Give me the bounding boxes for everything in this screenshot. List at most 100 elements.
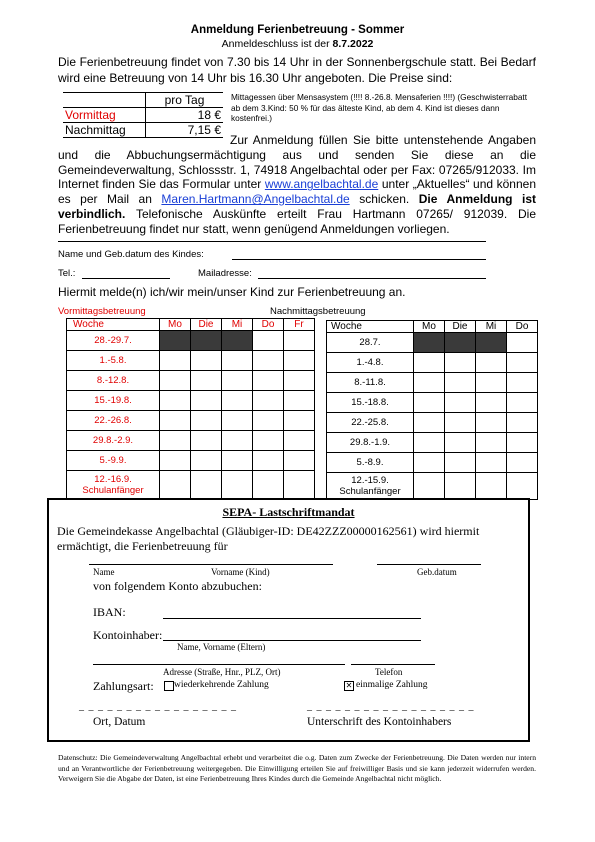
day-cell[interactable] xyxy=(221,450,253,471)
day-cell[interactable] xyxy=(159,450,191,471)
day-cell[interactable] xyxy=(475,472,507,500)
day-cell[interactable] xyxy=(506,432,538,453)
phone-caption: Telefon xyxy=(375,667,403,677)
address-field[interactable] xyxy=(93,664,345,665)
day-cell[interactable] xyxy=(444,352,476,373)
day-cell[interactable] xyxy=(413,372,445,393)
day-cell[interactable] xyxy=(283,410,315,431)
day-cell[interactable] xyxy=(506,412,538,433)
day-cell[interactable] xyxy=(190,390,222,411)
email-link[interactable]: Maren.Hartmann@Angelbachtal.de xyxy=(161,192,350,207)
day-cell[interactable] xyxy=(444,412,476,433)
payment-label: Zahlungsart: xyxy=(93,679,154,693)
day-cell[interactable] xyxy=(283,450,315,471)
day-cell[interactable] xyxy=(221,470,253,500)
child-birthdate-line[interactable] xyxy=(377,564,481,565)
day-cell[interactable] xyxy=(413,352,445,373)
recurring-checkbox[interactable] xyxy=(164,681,174,691)
day-cell[interactable] xyxy=(221,390,253,411)
owner-field[interactable] xyxy=(163,640,421,641)
day-cell[interactable] xyxy=(252,350,284,371)
day-cell[interactable] xyxy=(506,372,538,393)
signature-caption: Unterschrift des Kontoinhabers xyxy=(307,716,452,728)
day-cell[interactable] xyxy=(475,372,507,393)
iban-label: IBAN: xyxy=(93,605,126,619)
morning-title: Vormittagsbetreuung xyxy=(58,306,146,317)
day-cell[interactable] xyxy=(413,452,445,473)
signature-line[interactable]: _ _ _ _ _ _ _ _ _ _ _ _ _ _ _ _ _ _ xyxy=(307,701,475,712)
place-date-line[interactable]: _ _ _ _ _ _ _ _ _ _ _ _ _ _ _ _ _ xyxy=(79,701,237,712)
day-cell[interactable] xyxy=(413,432,445,453)
day-cell[interactable] xyxy=(475,452,507,473)
mail-field[interactable] xyxy=(258,278,486,279)
day-cell[interactable] xyxy=(475,432,507,453)
day-cell[interactable] xyxy=(444,432,476,453)
single-checkbox[interactable]: ✕ xyxy=(344,681,354,691)
day-cell[interactable] xyxy=(159,390,191,411)
day-cell[interactable] xyxy=(252,430,284,451)
table-row: 29.8.-2.9. xyxy=(66,430,315,451)
owner-label: Kontoinhaber: xyxy=(93,628,163,642)
day-cell[interactable] xyxy=(159,410,191,431)
website-link[interactable]: www.angelbachtal.de xyxy=(264,177,379,192)
day-cell[interactable] xyxy=(190,450,222,471)
day-cell[interactable] xyxy=(221,410,253,431)
child-name-line[interactable] xyxy=(89,564,333,565)
day-cell[interactable] xyxy=(252,370,284,391)
day-cell[interactable] xyxy=(283,470,315,500)
day-cell[interactable] xyxy=(159,350,191,371)
day-cell[interactable] xyxy=(444,472,476,500)
day-cell[interactable] xyxy=(159,370,191,391)
afternoon-table: Woche Mo Die Mi Do 28.7. 1.-4.8. 8.-11.8… xyxy=(326,320,538,500)
day-cell[interactable] xyxy=(444,372,476,393)
day-cell[interactable] xyxy=(475,352,507,373)
day-cell-disabled xyxy=(159,330,191,351)
day-cell[interactable] xyxy=(252,450,284,471)
day-cell[interactable] xyxy=(252,330,284,351)
day-cell[interactable] xyxy=(506,452,538,473)
day-cell[interactable] xyxy=(413,412,445,433)
day-cell[interactable] xyxy=(413,472,445,500)
day-cell[interactable] xyxy=(283,390,315,411)
day-cell[interactable] xyxy=(190,470,222,500)
day-cell[interactable] xyxy=(252,410,284,431)
day-cell[interactable] xyxy=(221,350,253,371)
day-cell[interactable] xyxy=(221,370,253,391)
day-cell[interactable] xyxy=(252,470,284,500)
child-name-field[interactable] xyxy=(232,259,486,260)
day-cell[interactable] xyxy=(506,332,538,353)
day-cell[interactable] xyxy=(283,350,315,371)
col-header: Woche xyxy=(326,320,414,333)
week-label-dates: 12.-16.9. xyxy=(94,474,132,485)
table-row: 22.-26.8. xyxy=(66,410,315,431)
phone-field[interactable] xyxy=(351,664,435,665)
week-label: 15.-19.8. xyxy=(66,390,160,411)
day-cell[interactable] xyxy=(444,392,476,413)
price-row-label: Nachmittag xyxy=(65,123,126,137)
day-cell[interactable] xyxy=(506,472,538,500)
day-cell[interactable] xyxy=(190,410,222,431)
konto-text: von folgendem Konto abzubuchen: xyxy=(93,579,262,593)
day-cell[interactable] xyxy=(444,452,476,473)
day-cell[interactable] xyxy=(506,352,538,373)
day-cell[interactable] xyxy=(475,392,507,413)
iban-field[interactable] xyxy=(163,618,421,619)
week-label: 22.-25.8. xyxy=(326,412,414,433)
tel-field[interactable] xyxy=(82,278,170,279)
day-cell[interactable] xyxy=(283,370,315,391)
day-cell[interactable] xyxy=(190,350,222,371)
day-cell[interactable] xyxy=(159,470,191,500)
day-cell[interactable] xyxy=(475,412,507,433)
day-cell[interactable] xyxy=(283,330,315,351)
day-cell[interactable] xyxy=(506,392,538,413)
day-cell[interactable] xyxy=(252,390,284,411)
day-cell[interactable] xyxy=(190,430,222,451)
col-header: Die xyxy=(190,318,222,331)
day-cell[interactable] xyxy=(159,430,191,451)
day-cell[interactable] xyxy=(413,392,445,413)
week-label-note: Schulanfänger xyxy=(339,486,401,497)
day-cell[interactable] xyxy=(221,430,253,451)
day-cell[interactable] xyxy=(283,430,315,451)
day-cell[interactable] xyxy=(190,370,222,391)
day-cell-disabled xyxy=(444,332,476,353)
